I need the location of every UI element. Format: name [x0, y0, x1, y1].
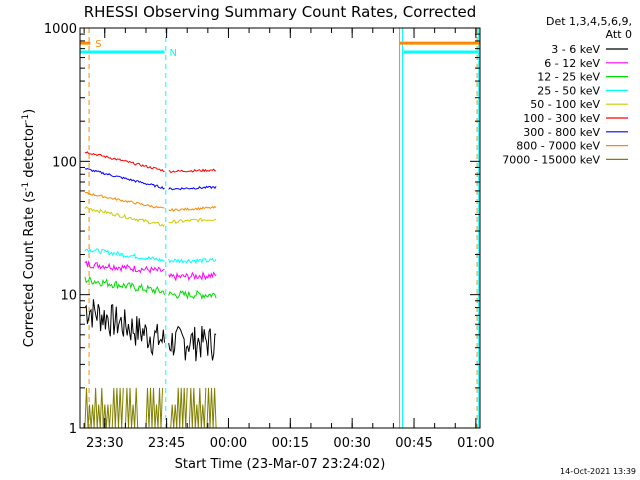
legend-label: 3 - 6 keV	[551, 43, 600, 56]
series-line	[84, 191, 165, 209]
legend-label: 800 - 7000 keV	[516, 140, 600, 153]
data-series	[84, 151, 217, 429]
x-tick-label: 23:30	[86, 436, 123, 451]
series-line	[84, 206, 165, 227]
series-line	[168, 289, 217, 301]
series-trace	[84, 168, 217, 191]
legend-label: 25 - 50 keV	[537, 84, 600, 97]
series-line	[84, 260, 165, 275]
series-burst	[84, 387, 112, 429]
series-burst	[188, 387, 207, 429]
flag-label: N	[170, 48, 177, 59]
legend-label: 100 - 300 keV	[523, 112, 600, 125]
series-line	[168, 205, 217, 212]
y-tick-label: 100	[52, 155, 77, 170]
legend-label: 50 - 100 keV	[530, 98, 600, 111]
legend-label: 6 - 12 keV	[544, 57, 600, 70]
series-trace	[84, 260, 217, 282]
series-trace	[84, 247, 217, 265]
y-tick-label: 10	[60, 289, 77, 304]
y-axis-label-sup2: -1	[21, 114, 31, 123]
flag-lines: SN	[80, 28, 480, 428]
series-trace	[84, 191, 217, 212]
y-tick-label: 1000	[44, 22, 77, 37]
series-trace	[84, 299, 217, 362]
x-tick-label: 01:00	[457, 436, 494, 451]
legend-header-line-1: Det 1,3,4,5,6,9,	[546, 15, 632, 28]
chart-title: RHESSI Observing Summary Count Rates, Co…	[84, 3, 477, 21]
y-axis-label-sup1: -1	[21, 182, 31, 191]
x-tick-label: 00:00	[210, 436, 247, 451]
y-axis-label: Corrected Count Rate (s-1 detector-1)	[21, 109, 37, 347]
series-line	[84, 168, 165, 190]
series-trace	[84, 206, 217, 227]
series-burst	[206, 387, 217, 429]
y-tick-label: 1	[69, 422, 77, 437]
x-tick-label: 23:45	[148, 436, 185, 451]
series-line	[168, 168, 217, 174]
flag-label: S	[95, 39, 101, 50]
axes: 1 10 100 1000 23:30 23:45 00:00 00:15 00:30 00:45…	[44, 22, 495, 451]
plot-timestamp: 14-Oct-2021 13:39	[560, 467, 636, 476]
y-axis-label-mid: detector	[22, 122, 37, 182]
x-tick-label: 00:30	[333, 436, 370, 451]
legend-label: 12 - 25 keV	[537, 71, 600, 84]
plot-frame	[79, 27, 481, 429]
series-line	[168, 185, 217, 191]
x-tick-label: 00:45	[395, 436, 432, 451]
legend-label: 7000 - 15000 keV	[502, 153, 600, 166]
series-line	[168, 257, 217, 265]
series-burst	[145, 387, 163, 429]
series-line	[168, 270, 217, 282]
legend-label: 300 - 800 keV	[523, 126, 600, 139]
series-burst	[111, 387, 124, 429]
x-axis-label: Start Time (23-Mar-07 23:24:02)	[175, 457, 386, 472]
series-line	[84, 151, 165, 173]
series-burst	[170, 387, 188, 429]
series-line	[168, 325, 217, 362]
series-line	[84, 247, 165, 263]
series-trace	[84, 151, 217, 174]
series-trace	[84, 275, 217, 301]
y-axis-label-suffix: )	[22, 109, 37, 114]
legend-header-line-2: Att 0	[606, 28, 632, 41]
y-axis-label-prefix: Corrected Count Rate (s	[22, 191, 37, 348]
series-line	[84, 275, 165, 296]
series-line	[168, 217, 217, 225]
series-line	[84, 299, 165, 357]
x-tick-label: 00:15	[272, 436, 309, 451]
